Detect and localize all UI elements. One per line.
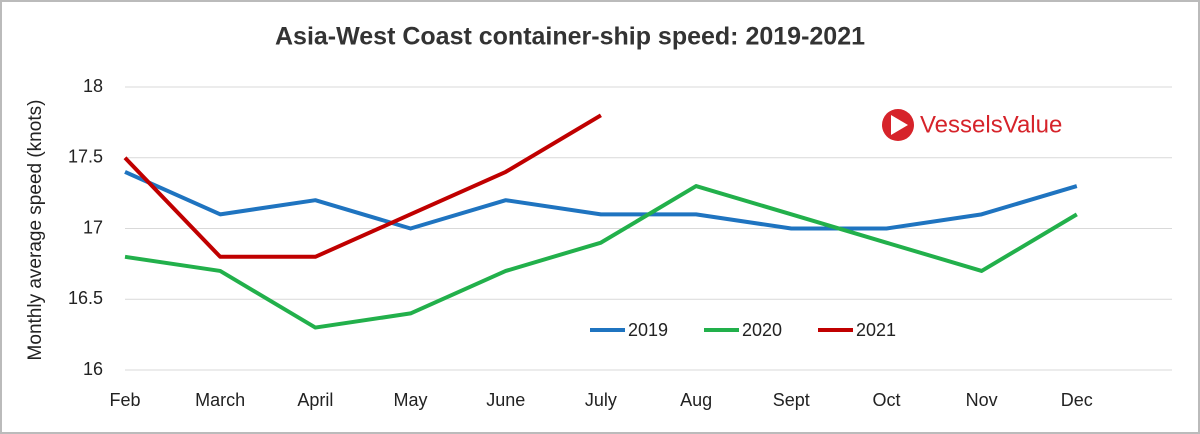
series-line	[123, 113, 602, 259]
x-tick-label: April	[297, 390, 333, 410]
chart-title: Asia-West Coast container-ship speed: 20…	[275, 23, 865, 51]
logo-icon-mark	[891, 115, 908, 135]
y-tick-label: 17.5	[68, 147, 103, 167]
x-tick-label: July	[585, 390, 617, 410]
x-tick-label: Sept	[773, 390, 810, 410]
x-tick-label: March	[195, 390, 245, 410]
x-tick-label: Aug	[680, 390, 712, 410]
x-tick-label: May	[394, 390, 428, 410]
y-tick-label: 18	[83, 76, 103, 96]
legend-label: 2020	[742, 320, 782, 340]
series-line	[124, 170, 1078, 231]
x-tick-label: Dec	[1061, 390, 1093, 410]
y-tick-label: 17	[83, 217, 103, 237]
logo: VesselsValue	[882, 109, 1062, 141]
series-line	[124, 184, 1078, 330]
x-tick-label: June	[486, 390, 525, 410]
x-tick-label: Nov	[966, 390, 998, 410]
x-tick-label: Oct	[872, 390, 900, 410]
logo-text: VesselsValue	[920, 111, 1062, 138]
y-tick-label: 16	[83, 359, 103, 379]
legend-label: 2021	[856, 320, 896, 340]
x-tick-label: Feb	[109, 390, 140, 410]
y-axis-label: Monthly average speed (knots)	[25, 100, 46, 361]
legend-label: 2019	[628, 320, 668, 340]
y-tick-label: 16.5	[68, 288, 103, 308]
